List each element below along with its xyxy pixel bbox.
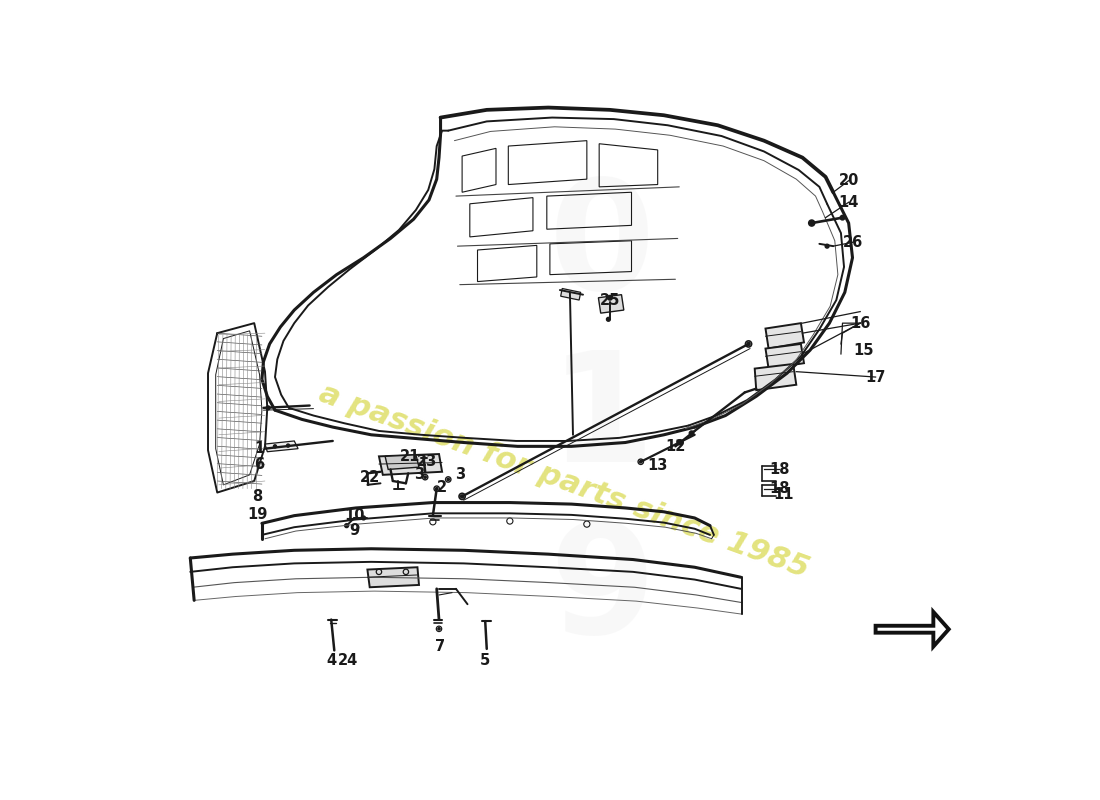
Circle shape — [274, 445, 276, 448]
Text: 6: 6 — [254, 457, 265, 471]
Circle shape — [747, 342, 750, 346]
Polygon shape — [766, 344, 804, 369]
Circle shape — [461, 495, 464, 498]
Polygon shape — [367, 567, 419, 587]
Text: 24: 24 — [338, 653, 359, 668]
Circle shape — [825, 244, 829, 248]
Text: 18: 18 — [769, 481, 790, 496]
Circle shape — [424, 476, 427, 478]
Circle shape — [438, 628, 440, 630]
Circle shape — [690, 431, 694, 435]
Text: 3: 3 — [454, 467, 465, 482]
Polygon shape — [265, 441, 298, 452]
Text: a passion for parts since 1985: a passion for parts since 1985 — [315, 378, 813, 583]
Text: 12: 12 — [666, 439, 685, 454]
Text: 21: 21 — [399, 449, 420, 464]
Polygon shape — [876, 612, 948, 646]
Text: 20: 20 — [838, 173, 859, 188]
Circle shape — [344, 524, 349, 527]
Text: 22: 22 — [360, 470, 379, 485]
Text: 5: 5 — [480, 653, 491, 668]
Text: 9: 9 — [349, 522, 360, 538]
Text: 11: 11 — [773, 487, 793, 502]
Circle shape — [676, 440, 682, 445]
Text: 16: 16 — [850, 316, 870, 330]
Text: 19: 19 — [248, 506, 267, 522]
Text: 13: 13 — [648, 458, 668, 473]
Circle shape — [607, 295, 613, 300]
Polygon shape — [755, 364, 796, 390]
Text: 15: 15 — [854, 342, 874, 358]
Polygon shape — [561, 289, 581, 300]
Text: 25: 25 — [600, 293, 620, 307]
Polygon shape — [378, 454, 442, 475]
Circle shape — [286, 444, 289, 447]
Text: 0
1
9: 0 1 9 — [549, 173, 656, 666]
Text: 7: 7 — [436, 639, 446, 654]
Circle shape — [607, 318, 609, 321]
Polygon shape — [385, 455, 419, 470]
Text: 14: 14 — [838, 194, 859, 210]
Text: 4: 4 — [326, 653, 337, 668]
Text: 23: 23 — [417, 454, 437, 470]
Text: 26: 26 — [843, 235, 862, 250]
Circle shape — [436, 487, 438, 490]
Circle shape — [808, 220, 815, 226]
Text: 2: 2 — [437, 480, 448, 494]
Circle shape — [639, 461, 642, 463]
Circle shape — [362, 516, 365, 520]
Polygon shape — [766, 323, 804, 349]
Circle shape — [447, 478, 450, 481]
Text: 1: 1 — [254, 441, 265, 456]
Text: 10: 10 — [344, 508, 364, 523]
Text: 17: 17 — [866, 370, 886, 385]
Circle shape — [266, 406, 270, 410]
Text: 3: 3 — [414, 467, 425, 482]
Text: 8: 8 — [252, 489, 263, 504]
Circle shape — [840, 215, 845, 220]
Text: 18: 18 — [769, 462, 790, 477]
Polygon shape — [598, 294, 624, 313]
